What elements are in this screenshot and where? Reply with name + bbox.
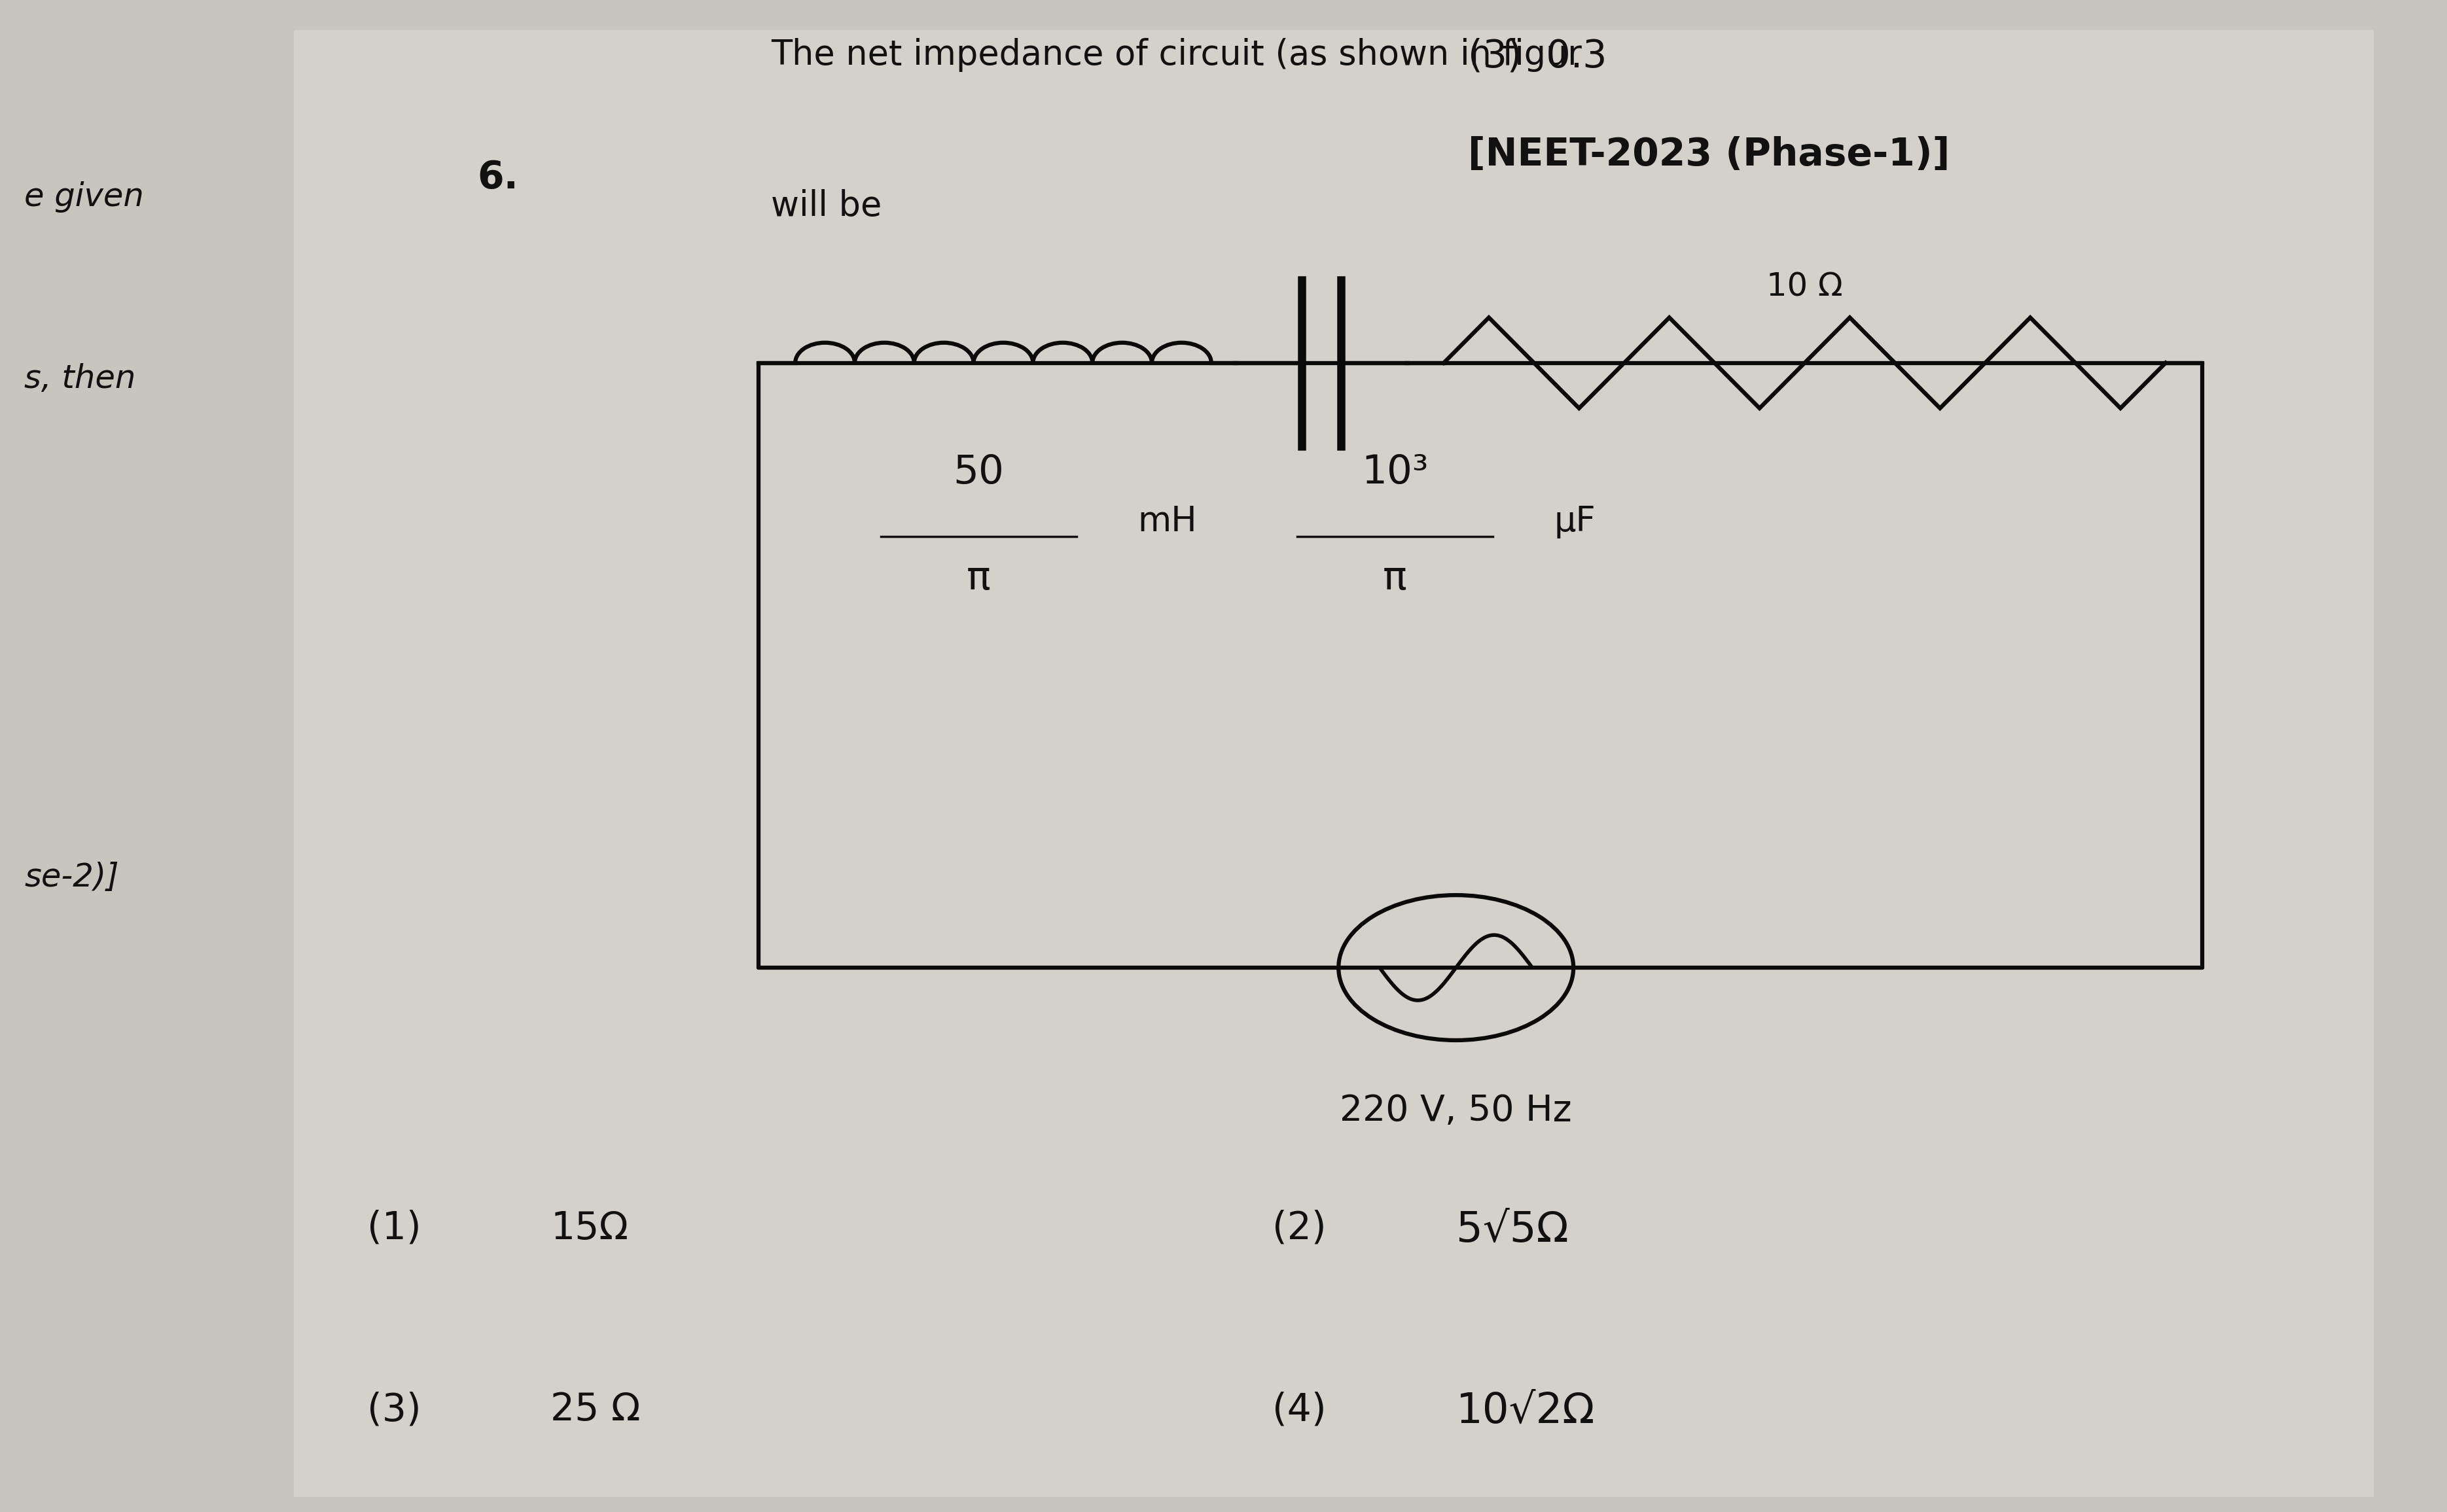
Text: (3): (3) [367, 1391, 421, 1429]
Text: e given: e given [24, 181, 144, 213]
Text: 10√2Ω: 10√2Ω [1456, 1391, 1595, 1432]
Text: [NEET-2023 (Phase-1)]: [NEET-2023 (Phase-1)] [1468, 136, 1950, 174]
Text: μF: μF [1554, 505, 1595, 538]
Text: (4): (4) [1272, 1391, 1326, 1429]
Text: will be: will be [771, 189, 881, 224]
FancyBboxPatch shape [294, 30, 2374, 1497]
Text: 10 Ω: 10 Ω [1767, 271, 1843, 302]
Text: s, then: s, then [24, 363, 137, 395]
Text: 50: 50 [954, 454, 1003, 493]
Text: mH: mH [1138, 505, 1197, 538]
Text: 15Ω: 15Ω [551, 1210, 629, 1247]
Text: π: π [967, 559, 991, 599]
Text: (3)  0.3: (3) 0.3 [1468, 38, 1608, 76]
Text: se-2)]: se-2)] [24, 862, 120, 894]
Text: π: π [1383, 559, 1407, 599]
Text: 10³: 10³ [1361, 454, 1429, 493]
Text: (1): (1) [367, 1210, 421, 1247]
Text: 220 V, 50 Hz: 220 V, 50 Hz [1341, 1093, 1571, 1128]
Text: (2): (2) [1272, 1210, 1326, 1247]
Text: 25 Ω: 25 Ω [551, 1391, 641, 1429]
Text: 5√5Ω: 5√5Ω [1456, 1210, 1569, 1250]
Text: 6.: 6. [477, 159, 519, 197]
Text: The net impedance of circuit (as shown in figur: The net impedance of circuit (as shown i… [771, 38, 1581, 73]
